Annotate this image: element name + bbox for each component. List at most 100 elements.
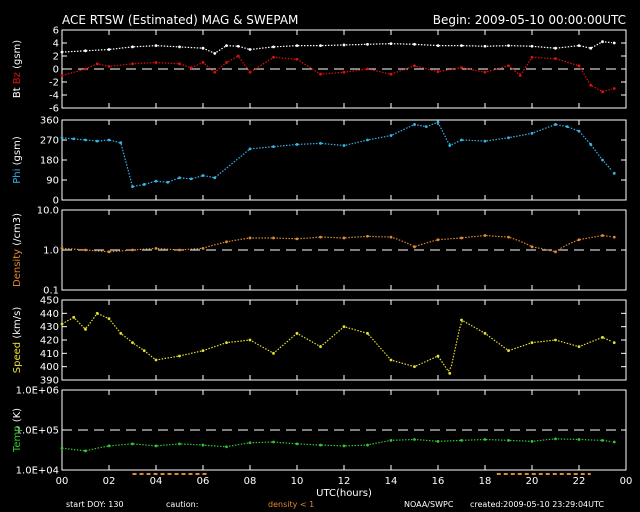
data-point <box>483 44 487 48</box>
data-point <box>460 138 463 142</box>
data-point <box>272 55 275 59</box>
y-tick-label: 0 <box>53 196 59 207</box>
y-axis-label: Speed (km/s) <box>12 307 23 374</box>
data-point <box>166 180 170 184</box>
data-point <box>366 138 369 142</box>
y-tick-label: -4 <box>49 91 59 102</box>
data-point <box>389 235 393 239</box>
data-point <box>84 248 87 252</box>
data-point <box>131 185 134 189</box>
data-point <box>460 318 463 322</box>
data-point <box>612 440 616 444</box>
data-point <box>342 43 346 47</box>
data-point <box>213 176 217 180</box>
data-point <box>530 245 534 249</box>
y-tick-label: 390 <box>40 376 59 387</box>
data-point <box>530 439 534 443</box>
x-tick-label: 02 <box>103 476 116 487</box>
data-point <box>601 40 604 44</box>
data-point <box>178 62 181 66</box>
data-point <box>225 240 228 244</box>
data-point <box>342 144 346 147</box>
data-point <box>131 442 134 446</box>
data-point <box>483 70 487 74</box>
data-point <box>248 70 252 74</box>
data-point <box>84 49 87 53</box>
x-tick-label: 10 <box>291 476 304 487</box>
x-tick-label: 14 <box>385 476 398 487</box>
data-point <box>577 44 581 47</box>
data-point <box>154 44 158 47</box>
data-point <box>189 66 193 70</box>
data-point <box>342 444 346 448</box>
x-tick-label: 16 <box>432 476 445 487</box>
data-point <box>342 325 346 329</box>
y-tick-label: 0.1 <box>43 286 59 297</box>
data-point <box>612 87 616 90</box>
data-point <box>483 234 487 237</box>
noaa-label: NOAA/SWPC <box>404 500 454 509</box>
data-point <box>201 61 205 64</box>
data-point <box>389 358 393 362</box>
series-speed <box>60 311 616 375</box>
x-tick-label: 08 <box>244 476 257 487</box>
data-point <box>60 74 64 77</box>
data-point <box>589 143 593 146</box>
series-line <box>61 121 613 188</box>
data-point <box>601 438 604 442</box>
data-point <box>530 131 534 135</box>
data-point <box>389 134 393 137</box>
data-point <box>601 234 604 237</box>
data-point <box>436 120 440 124</box>
data-point <box>178 354 181 358</box>
y-axis-label-part: (gsm) <box>12 136 23 168</box>
data-point <box>342 236 346 240</box>
data-point <box>601 158 604 162</box>
data-point <box>60 246 64 250</box>
data-point <box>530 55 534 59</box>
data-point <box>589 83 593 87</box>
y-axis-label-part: Bz <box>12 72 23 87</box>
y-axis-label-part: Bt <box>12 87 23 98</box>
data-point <box>225 44 228 47</box>
data-point <box>131 62 134 66</box>
data-point <box>342 70 346 74</box>
data-point <box>319 72 322 76</box>
y-axis-label: Bt Bz (gsm) <box>12 40 23 98</box>
y-axis-label: Temp (K) <box>12 408 23 453</box>
data-point <box>577 64 581 68</box>
y-tick-label: 360 <box>40 116 59 127</box>
data-point <box>154 444 158 448</box>
data-point <box>60 50 64 54</box>
y-axis-label-part: Density <box>12 249 23 287</box>
data-point <box>424 125 428 129</box>
y-tick-label: 4 <box>53 39 59 50</box>
data-point <box>366 443 369 447</box>
data-point <box>460 438 463 442</box>
data-point <box>577 129 581 133</box>
data-point <box>389 438 393 442</box>
y-tick-label: 2 <box>53 52 59 63</box>
data-point <box>366 234 369 238</box>
data-point <box>448 144 452 147</box>
data-point <box>612 235 616 239</box>
caution-label: caution: <box>166 500 198 509</box>
data-point <box>507 64 510 68</box>
data-point <box>178 442 181 446</box>
y-axis-label-part: (gsm) <box>12 40 23 72</box>
data-point <box>84 67 87 71</box>
data-point <box>577 238 581 242</box>
series-density <box>60 234 616 254</box>
data-point <box>95 139 99 143</box>
chart-title: ACE RTSW (Estimated) MAG & SWEPAM <box>62 13 298 27</box>
y-axis-label: Phi (gsm) <box>12 136 23 184</box>
data-point <box>213 70 217 74</box>
panel-0: 6 4 2 0 -2 -4 -6 Bt Bz (gsm) <box>12 26 627 115</box>
data-point <box>272 45 275 49</box>
x-tick-label: 04 <box>150 476 163 487</box>
data-point <box>483 331 487 335</box>
series-temp <box>60 437 616 453</box>
data-point <box>554 57 557 60</box>
